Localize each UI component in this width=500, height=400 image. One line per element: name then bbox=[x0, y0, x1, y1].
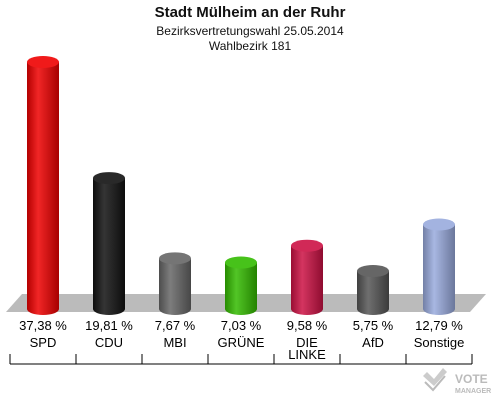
value-label: 19,81 % bbox=[85, 318, 133, 333]
category-label: GRÜNE bbox=[218, 335, 265, 350]
watermark-vote: VOTE bbox=[455, 372, 488, 386]
district-label: Wahlbezirk 181 bbox=[208, 39, 292, 53]
value-label: 37,38 % bbox=[19, 318, 67, 333]
value-label: 7,03 % bbox=[221, 318, 262, 333]
bar-afd bbox=[357, 271, 389, 315]
bar-cdu bbox=[93, 178, 125, 315]
category-label: MBI bbox=[163, 335, 186, 350]
value-label: 9,58 % bbox=[287, 318, 328, 333]
value-label: 7,67 % bbox=[155, 318, 196, 333]
bar-cap-sonstige bbox=[423, 218, 455, 231]
bar-cap-spd bbox=[27, 56, 59, 68]
bar-cap-cdu bbox=[93, 172, 125, 185]
watermark-manager: MANAGER bbox=[455, 388, 491, 395]
labels-group: 37,38 % SPD 19,81 % CDU 7,67 % MBI 7,03 % GRÜNE… bbox=[19, 318, 464, 362]
bar-cap-afd bbox=[357, 265, 389, 278]
watermark: VOTE MANAGER bbox=[423, 368, 491, 395]
bar-cap-grüne bbox=[225, 256, 257, 269]
bars-group bbox=[27, 56, 455, 315]
category-label: SPD bbox=[30, 335, 57, 350]
chart-title: Stadt Mülheim an der Ruhr bbox=[154, 4, 346, 21]
category-label: DIE bbox=[296, 335, 318, 350]
bar-cap-mbi bbox=[159, 252, 191, 265]
bar-grüne bbox=[225, 262, 257, 315]
category-label: CDU bbox=[95, 335, 123, 350]
vote-manager-logo bbox=[423, 368, 447, 392]
bar-spd bbox=[27, 62, 59, 315]
bar-sonstige bbox=[423, 224, 455, 315]
category-axis bbox=[9, 354, 473, 365]
value-label: 12,79 % bbox=[415, 318, 463, 333]
category-label: LINKE bbox=[288, 347, 326, 362]
category-label: Sonstige bbox=[414, 335, 465, 350]
category-label: AfD bbox=[362, 335, 384, 350]
value-label: 5,75 % bbox=[353, 318, 394, 333]
chart-subtitle: Bezirksvertretungswahl 25.05.2014 bbox=[156, 24, 344, 38]
bar-mbi bbox=[159, 258, 191, 315]
bar-die-linke bbox=[291, 245, 323, 315]
bar-cap-die-linke bbox=[291, 239, 323, 252]
